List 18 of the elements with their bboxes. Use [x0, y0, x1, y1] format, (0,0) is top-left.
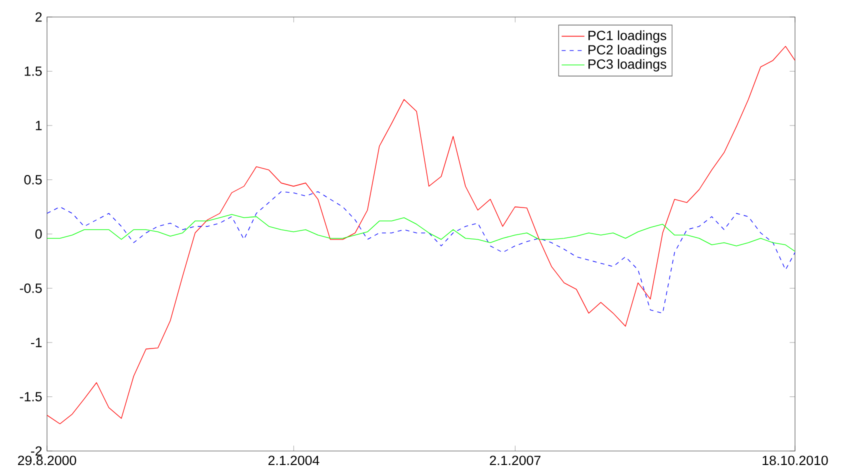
y-tick-label: -2: [31, 446, 42, 456]
y-tick-label: 0.5: [24, 175, 42, 184]
y-tick-label: -1: [31, 338, 42, 348]
line-series: [47, 46, 796, 424]
x-tick-label: 2.1.2007: [490, 456, 540, 466]
legend-label: PC2 loadings: [588, 44, 666, 58]
y-tick-label: -1.5: [20, 392, 42, 402]
y-tick-label: -0.5: [20, 284, 42, 293]
y-tick-label: 1: [36, 120, 42, 130]
y-tick-label: 2: [36, 12, 42, 22]
y-tick-label: 0: [35, 229, 42, 239]
x-tick-label: 2.1.2004: [268, 456, 320, 466]
x-tick-label: 29.8.2000: [18, 456, 76, 466]
y-tick-label: 1.5: [24, 66, 42, 76]
line-series: [47, 191, 796, 314]
legend-label: PC1 loadings: [588, 30, 666, 43]
x-tick-label: 18.10.2010: [762, 456, 828, 466]
legend-label: PC3 loadings: [588, 59, 666, 72]
